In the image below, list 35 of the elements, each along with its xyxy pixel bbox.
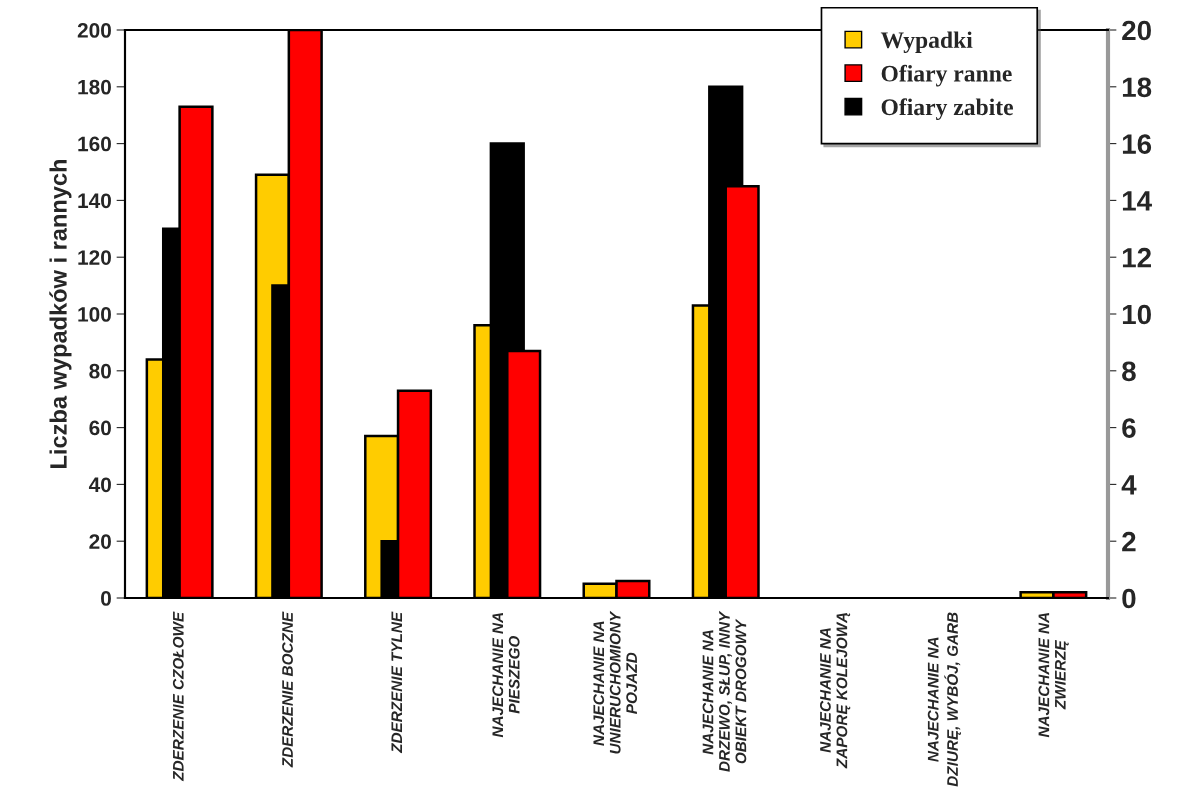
y2-tick-label: 12	[1122, 247, 1151, 268]
y-tick-label: 80	[89, 363, 111, 379]
y-tick-label: 160	[78, 136, 111, 152]
y2-tick-label: 4	[1121, 475, 1137, 495]
y2-tick-label: 0	[1122, 588, 1136, 609]
y-tick-label: 0	[101, 591, 111, 606]
y2-tick-label: 8	[1122, 361, 1136, 382]
x-tick-label: NAJECHANIE NA ZWIERZĘ	[1038, 613, 1069, 738]
y-tick-label: 140	[78, 193, 111, 209]
y-tick-label: 180	[78, 79, 111, 95]
y2-tick-label: 18	[1122, 77, 1152, 98]
y-tick-label: 100	[78, 307, 111, 322]
y2-tick-label: 14	[1122, 191, 1152, 211]
y-axis-title: Liczba wypadków i rannych	[49, 159, 72, 468]
y2-tick-label: 10	[1122, 304, 1151, 325]
x-tick-label: NAJECHANIE NA DRZEWO, SŁUP, INNY OBIEKT DROGOWY	[702, 610, 747, 772]
y-tick-label: 200	[77, 23, 111, 38]
x-tick-label: ZDERZENIE CZOŁOWE	[172, 611, 184, 782]
legend-label: Wypadki	[880, 31, 973, 53]
y-tick-label: 120	[78, 250, 111, 265]
y2-tick-label: 20	[1122, 20, 1151, 41]
y2-tick-label: 6	[1122, 418, 1136, 438]
x-tick-label: NAJECHANIE NA UNIERUCHOMIONY POJAZD	[593, 610, 638, 754]
legend-label: Ofiary ranne	[881, 64, 1012, 87]
x-tick-label: NAJECHANIE NA DZIURĘ, WYBÓJ, GARB	[927, 612, 961, 787]
y-tick-label: 60	[89, 420, 111, 436]
x-tick-label: NAJECHANIE NA PIESZEGO	[492, 613, 520, 738]
legend-label: Ofiary zabite	[881, 98, 1013, 121]
x-tick-label: ZDERZENIE BOCZNE	[282, 611, 293, 768]
x-tick-label: ZDERZENIE TYLNE	[391, 611, 403, 754]
x-tick-label: NAJECHANIE NA ZAPORĘ KOLEJOWĄ	[820, 612, 851, 769]
y-tick-label: 40	[88, 477, 111, 493]
y2-tick-label: 16	[1122, 134, 1152, 154]
y-tick-label: 20	[89, 534, 111, 549]
y2-tick-label: 2	[1122, 531, 1136, 552]
